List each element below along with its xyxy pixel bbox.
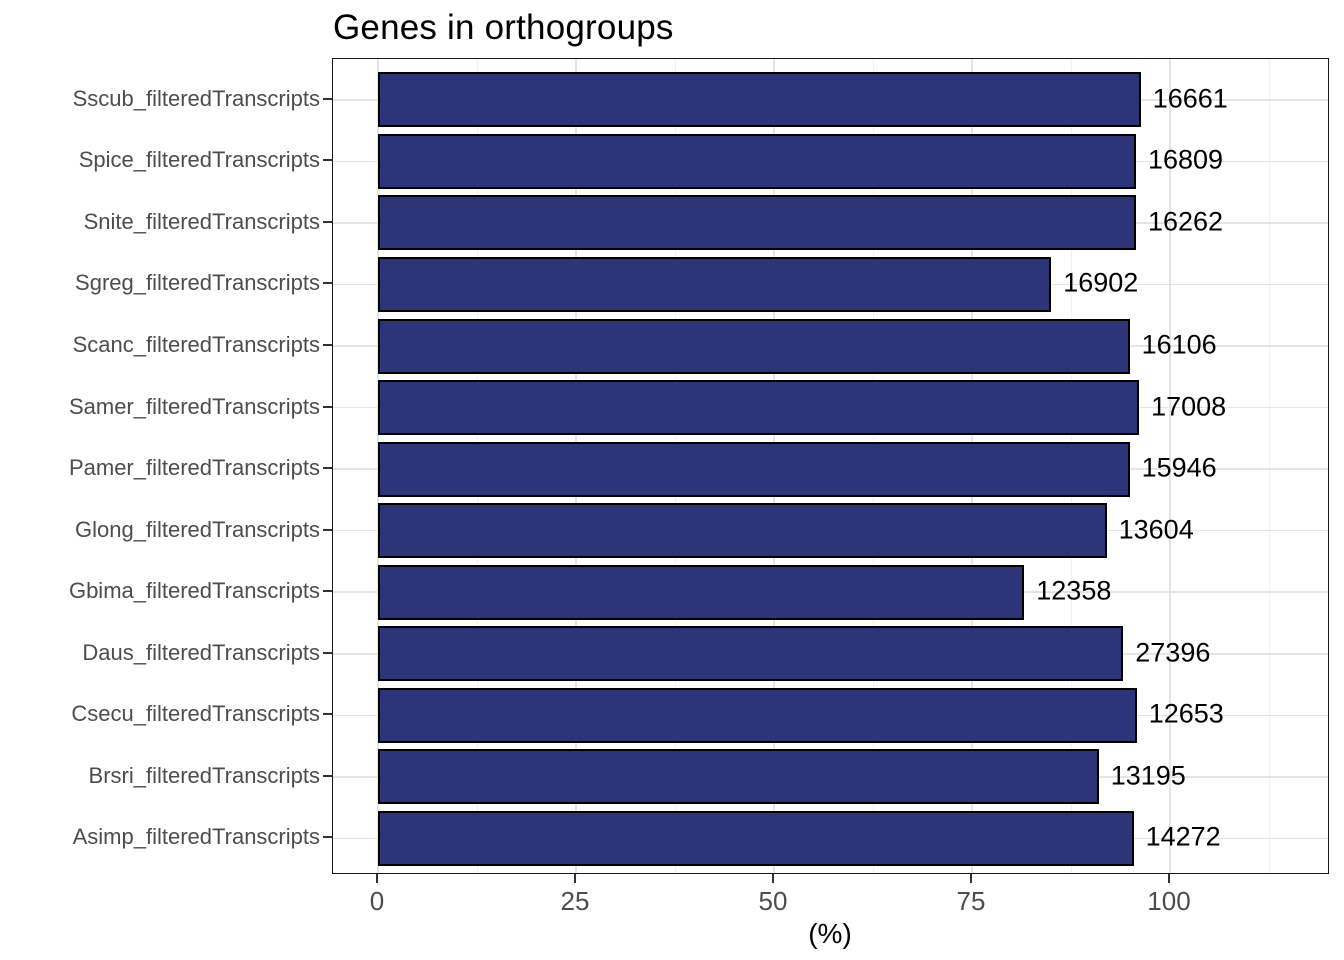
y-tick-mark (323, 651, 332, 654)
bar-value-label: 16661 (1152, 83, 1228, 114)
y-tick-label: Gbima_filteredTranscripts (68, 578, 320, 604)
bar-value-label: 17008 (1151, 391, 1227, 422)
y-tick-label: Sscub_filteredTranscripts (72, 85, 320, 111)
y-tick-label: Glong_filteredTranscripts (75, 516, 320, 542)
bar (378, 318, 1130, 374)
bar-value-label: 27396 (1135, 637, 1211, 668)
bar-value-label: 13604 (1118, 514, 1194, 545)
x-tick-label: 50 (758, 886, 788, 916)
bar (378, 564, 1025, 620)
bar (378, 72, 1141, 128)
y-tick-mark (323, 220, 332, 223)
x-tick-mark (376, 874, 378, 883)
x-tick-mark (574, 874, 576, 883)
y-tick-label: Brsri_filteredTranscripts (88, 762, 320, 788)
y-tick-mark (323, 713, 332, 716)
y-tick-mark (323, 405, 332, 408)
chart-title: Genes in orthogroups (333, 8, 674, 47)
y-tick-label: Pamer_filteredTranscripts (68, 455, 320, 481)
bar (378, 195, 1136, 251)
x-tick-label: 0 (369, 886, 385, 916)
x-tick-label: 100 (1147, 886, 1191, 916)
y-tick-mark (323, 528, 332, 531)
x-tick-label: 75 (956, 886, 986, 916)
y-tick-label: Snite_filteredTranscripts (83, 208, 320, 234)
y-tick-label: Csecu_filteredTranscripts (71, 701, 320, 727)
x-tick-mark (1168, 874, 1170, 883)
y-tick-mark (323, 836, 332, 839)
bar (378, 749, 1099, 805)
x-tick-mark (772, 874, 774, 883)
bar-value-label: 13195 (1110, 760, 1186, 791)
x-axis-title: (%) (808, 918, 852, 949)
bar-value-label: 12653 (1148, 698, 1224, 729)
x-tick-mark (970, 874, 972, 883)
y-tick-label: Scanc_filteredTranscripts (72, 332, 320, 357)
bar-value-label: 16809 (1147, 144, 1224, 175)
y-tick-mark (323, 344, 332, 346)
y-tick-label: Sgreg_filteredTranscripts (75, 270, 320, 296)
y-tick-mark (323, 282, 332, 285)
bar (378, 256, 1052, 312)
y-tick-label: Spice_filteredTranscripts (78, 147, 320, 173)
bar-value-label: 12358 (1036, 575, 1112, 606)
gridline-minor-vertical (1269, 59, 1270, 873)
bar-value-label: 16106 (1141, 329, 1217, 360)
bar-value-label: 15946 (1141, 452, 1217, 483)
y-tick-label: Samer_filteredTranscripts (68, 393, 320, 419)
y-tick-mark (323, 774, 332, 777)
y-tick-mark (323, 590, 332, 593)
bar-value-label: 14272 (1145, 821, 1221, 852)
gridline-major-vertical (1169, 59, 1171, 873)
bar (378, 441, 1130, 497)
bar (378, 687, 1137, 743)
bar (378, 503, 1107, 559)
bar (378, 810, 1134, 866)
y-tick-label: Asimp_filteredTranscripts (72, 824, 320, 850)
y-tick-mark (323, 159, 332, 162)
bar-value-label: 16262 (1147, 206, 1224, 237)
x-tick-label: 25 (560, 886, 590, 916)
y-tick-mark (323, 97, 332, 100)
bar (378, 133, 1136, 189)
bar (378, 380, 1140, 436)
plot-panel (332, 58, 1329, 874)
y-tick-label: Daus_filteredTranscripts (82, 639, 320, 665)
y-tick-mark (323, 467, 332, 470)
bar (378, 626, 1124, 682)
bar-value-label: 16902 (1063, 267, 1139, 298)
